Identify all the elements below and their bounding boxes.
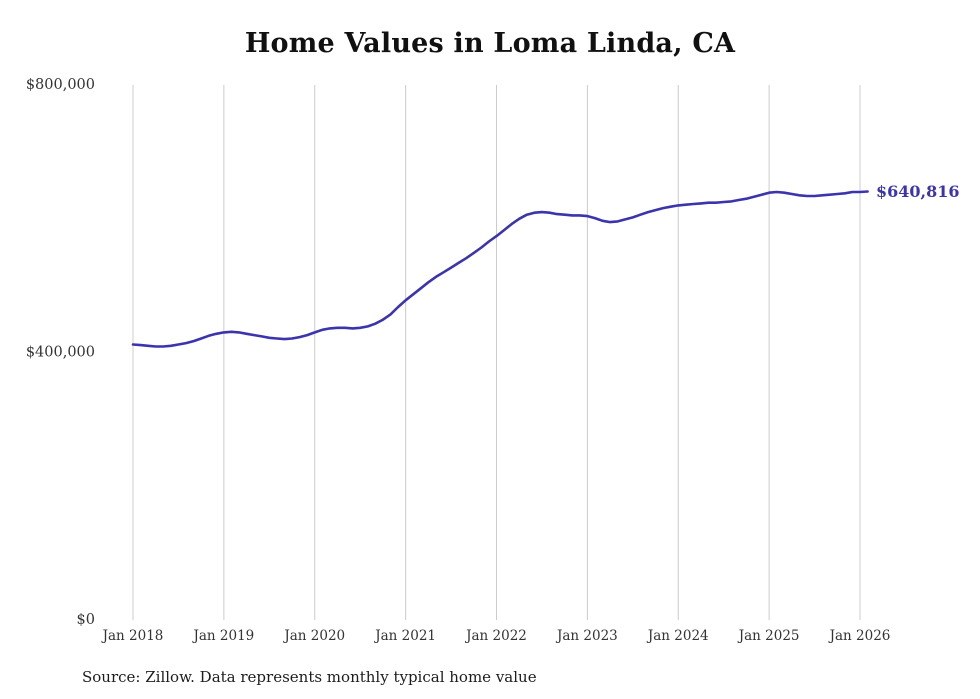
x-tick-label: Jan 2023 — [555, 628, 618, 644]
home-value-line — [131, 190, 869, 348]
x-tick-label: Jan 2020 — [282, 628, 345, 644]
x-tick-label: Jan 2025 — [737, 628, 800, 644]
x-tick-label: Jan 2022 — [464, 628, 527, 644]
x-tick-label: Jan 2021 — [373, 628, 436, 644]
chart-title: Home Values in Loma Linda, CA — [244, 28, 736, 59]
y-tick-label: $0 — [77, 612, 95, 628]
x-tick-label: Jan 2026 — [828, 628, 891, 644]
y-tick-label: $800,000 — [26, 77, 95, 93]
source-note: Source: Zillow. Data represents monthly … — [82, 668, 537, 686]
y-tick-label: $400,000 — [26, 345, 95, 361]
end-value-label: $640,816 — [876, 182, 960, 201]
x-tick-label: Jan 2024 — [646, 628, 709, 644]
x-tick-label: Jan 2018 — [101, 628, 164, 644]
x-tick-label: Jan 2019 — [191, 628, 254, 644]
